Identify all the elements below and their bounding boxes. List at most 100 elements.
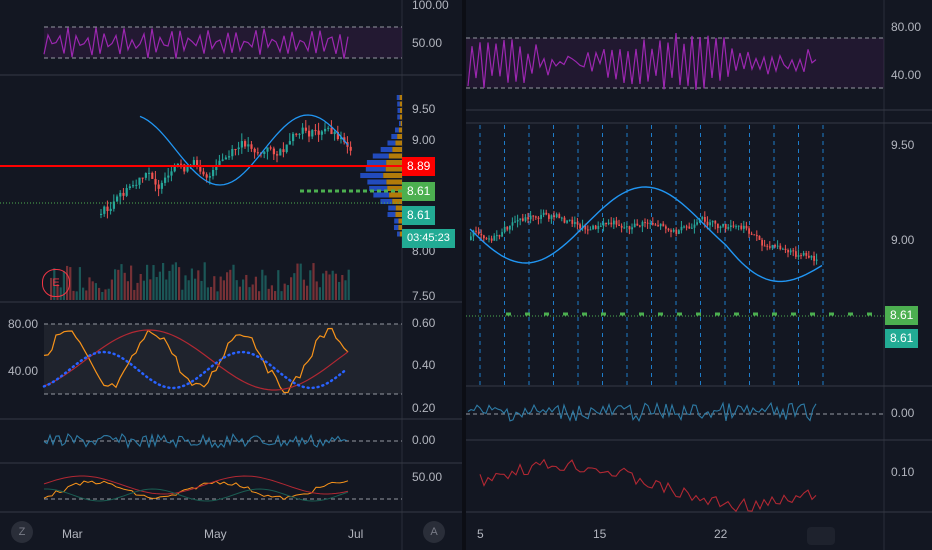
right-candle-body: [503, 226, 506, 233]
right-macd-axis-0: 0.00: [891, 406, 915, 420]
left-candle-body: [112, 201, 115, 209]
right-candle-body: [761, 239, 763, 246]
left-volume-bar: [197, 270, 200, 300]
left-volume-bar: [126, 281, 129, 300]
left-volume-bar: [334, 273, 337, 300]
right-candle-body: [545, 212, 548, 215]
left-candle-body: [320, 131, 323, 135]
right-candle-body: [633, 223, 636, 228]
left-candle-body: [116, 196, 119, 202]
left-candle-body: [196, 160, 199, 166]
earnings-marker[interactable]: E: [42, 269, 70, 297]
left-chart-canvas[interactable]: [0, 0, 462, 550]
left-volume-profile-bar: [388, 205, 396, 211]
left-volume-bar: [213, 276, 216, 300]
left-candle-body: [324, 128, 327, 132]
right-candle-body: [769, 246, 771, 248]
left-volume-bar: [200, 280, 203, 300]
right-chart-canvas[interactable]: [466, 0, 932, 550]
left-candle-body: [144, 173, 147, 178]
left-candle-body: [141, 177, 144, 179]
left-osc-axis-020: 0.20: [412, 401, 436, 415]
right-candle-body: [688, 226, 691, 229]
right-candle-body: [594, 225, 597, 229]
right-candle-body: [488, 238, 490, 240]
chart-divider[interactable]: [462, 0, 466, 550]
right-candle-body: [717, 223, 719, 229]
left-bottom-line-green: [44, 488, 349, 502]
right-moving-average: [469, 186, 823, 283]
left-volume-bar: [325, 270, 328, 300]
left-candle-body: [288, 141, 291, 145]
left-volume-bar: [248, 287, 251, 300]
right-candle-body: [787, 250, 789, 253]
right-candle-body: [631, 227, 633, 230]
right-candle-body: [805, 252, 808, 256]
left-volume-bar: [75, 291, 78, 300]
left-volume-bar: [194, 278, 197, 300]
right-candle-body: [722, 223, 724, 227]
right-candle-body: [610, 222, 613, 225]
left-volume-profile-bar: [399, 121, 401, 126]
left-moving-average: [139, 114, 349, 186]
left-candle-body: [237, 147, 240, 150]
left-candle-body: [212, 170, 215, 177]
right-candle-body: [711, 220, 714, 223]
left-volume-bar: [261, 269, 264, 300]
right-candle-body: [623, 227, 626, 229]
left-candle-body: [279, 149, 282, 156]
right-scale-button[interactable]: A: [423, 521, 445, 543]
left-candle-body: [340, 137, 343, 140]
right-candle-body: [470, 236, 472, 240]
left-volume-profile-bar: [394, 218, 399, 224]
right-candle-body: [667, 228, 670, 231]
left-candle-body: [311, 130, 314, 137]
left-volume-bar: [69, 267, 72, 300]
left-volume-bar: [283, 283, 286, 300]
right-rsi-axis-80: 80.00: [891, 20, 922, 34]
left-candle-body: [333, 131, 336, 135]
right-candle-body: [584, 225, 587, 230]
right-candle-body: [493, 235, 496, 241]
left-chart[interactable]: 100.00 50.00 9.50 9.00 8.00 7.50 8.89 8.…: [0, 0, 462, 550]
right-candle-body: [620, 225, 623, 228]
right-candle-body: [662, 223, 665, 227]
right-price-tag-teal: 8.61: [885, 329, 919, 348]
left-volume-bar: [142, 280, 145, 300]
right-candle-body: [605, 222, 607, 225]
left-volume-profile-bar: [365, 166, 386, 172]
left-volume-profile-bar: [397, 134, 402, 139]
left-candle-body: [151, 172, 154, 179]
right-candle-body: [636, 223, 639, 226]
right-candle-body: [501, 232, 503, 237]
left-volume-profile-bar: [388, 153, 402, 159]
right-candle-body: [727, 227, 730, 229]
left-volume-profile-bar: [383, 173, 402, 178]
left-rsi-axis-50: 50.00: [412, 36, 443, 50]
right-settings-button[interactable]: [807, 527, 835, 545]
left-volume-bar: [210, 286, 213, 300]
right-candle-body: [615, 220, 618, 225]
left-volume-bar: [299, 263, 302, 300]
left-volume-bar: [174, 262, 177, 300]
left-volume-bar: [168, 270, 171, 300]
left-scale-button[interactable]: Z: [11, 521, 33, 543]
right-candle-body: [748, 228, 750, 234]
right-chart[interactable]: 80.00 40.00 9.50 9.00 8.61 8.61 0.00 0.1…: [423, 0, 932, 550]
left-volume-profile-bar: [387, 140, 396, 146]
left-price-tag-red: 8.89: [402, 157, 436, 176]
left-volume-bar: [274, 291, 277, 300]
left-candle-body: [138, 177, 141, 185]
left-volume-bar: [72, 290, 75, 300]
left-candle-body: [256, 152, 259, 154]
right-bottom-axis-010: 0.10: [891, 465, 915, 479]
right-rsi-line: [467, 33, 817, 91]
left-candle-body: [122, 192, 125, 196]
left-volume-bar: [149, 279, 152, 300]
left-volume-bar: [229, 269, 232, 300]
left-volume-profile-bar: [397, 101, 400, 107]
right-candle-body: [691, 227, 693, 229]
left-volume-bar: [232, 264, 235, 300]
right-candle-body: [480, 233, 483, 236]
left-volume-profile-bar: [395, 212, 402, 217]
